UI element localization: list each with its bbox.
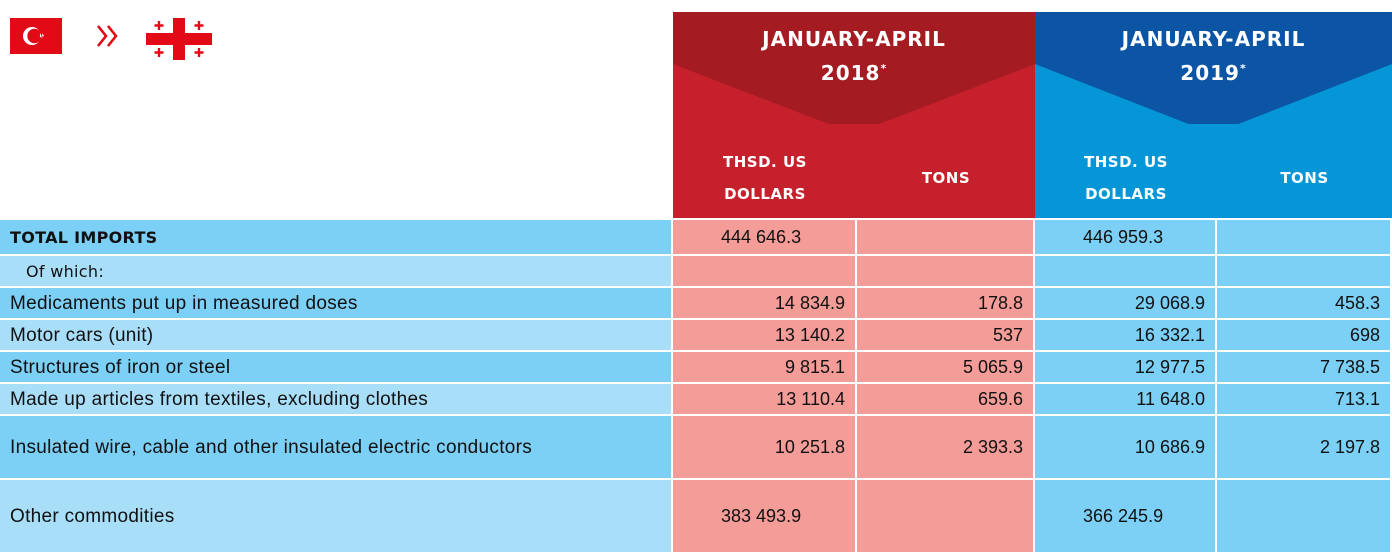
- row-label: Made up articles from textiles, excludin…: [0, 384, 673, 416]
- footnote-mark: *: [1239, 62, 1247, 75]
- value-cell: 10 686.9: [1035, 416, 1217, 480]
- period-header: [673, 12, 1035, 218]
- row-label: Medicaments put up in measured doses: [0, 288, 673, 320]
- value-cell: 366 245.9: [1035, 480, 1217, 554]
- footnote-mark: *: [880, 62, 888, 75]
- value-cell: [673, 256, 857, 288]
- georgia-flag: [146, 18, 212, 60]
- value-cell: 11 648.0: [1035, 384, 1217, 416]
- value-cell: 383 493.9: [673, 480, 857, 554]
- value-cell: 12 977.5: [1035, 352, 1217, 384]
- value-cell: 659.6: [857, 384, 1035, 416]
- value-cell: 10 251.8: [673, 416, 857, 480]
- period-title: JANUARY-APRIL 2019*: [1035, 22, 1392, 92]
- value-cell: 537: [857, 320, 1035, 352]
- value-cell: 5 065.9: [857, 352, 1035, 384]
- column-header: THSD. US DOLLARS: [1084, 153, 1168, 203]
- row-label: Other commodities: [0, 480, 673, 554]
- header-shape: [673, 12, 1035, 124]
- period-year-line: 2018*: [673, 56, 1035, 90]
- value-cell: 7 738.5: [1217, 352, 1392, 384]
- column-header: TONS: [921, 169, 971, 187]
- value-cell: [857, 480, 1035, 554]
- period-label: JANUARY-APRIL: [762, 27, 946, 51]
- column-header: TONS: [1280, 169, 1329, 187]
- row-label: Insulated wire, cable and other insulate…: [0, 416, 673, 480]
- row-label: Of which:: [0, 256, 673, 288]
- row-label: TOTAL IMPORTS: [0, 220, 673, 256]
- period-year: 2018: [820, 61, 881, 85]
- value-cell: 9 815.1: [673, 352, 857, 384]
- period-title: JANUARY-APRIL 2018*: [673, 22, 1035, 92]
- value-cell: [1217, 220, 1392, 256]
- period-label: JANUARY-APRIL: [1121, 27, 1306, 51]
- column-header: THSD. US DOLLARS: [723, 153, 807, 203]
- header-shape: [1035, 12, 1392, 124]
- flags: [10, 18, 212, 60]
- value-cell: 2 197.8: [1217, 416, 1392, 480]
- value-cell: [1217, 480, 1392, 554]
- value-cell: 14 834.9: [673, 288, 857, 320]
- value-cell: 458.3: [1217, 288, 1392, 320]
- value-cell: 13 140.2: [673, 320, 857, 352]
- value-cell: 178.8: [857, 288, 1035, 320]
- value-cell: 446 959.3: [1035, 220, 1217, 256]
- value-cell: 29 068.9: [1035, 288, 1217, 320]
- period-year: 2019: [1180, 61, 1240, 85]
- value-cell: [857, 220, 1035, 256]
- row-label: Motor cars (unit): [0, 320, 673, 352]
- value-cell: 16 332.1: [1035, 320, 1217, 352]
- value-cell: [857, 256, 1035, 288]
- value-cell: [1217, 256, 1392, 288]
- chevrons: [96, 25, 118, 47]
- period-header: [1035, 12, 1392, 218]
- row-label: Structures of iron or steel: [0, 352, 673, 384]
- value-cell: 698: [1217, 320, 1392, 352]
- value-cell: 444 646.3: [673, 220, 857, 256]
- value-cell: [1035, 256, 1217, 288]
- value-cell: 713.1: [1217, 384, 1392, 416]
- value-cell: 13 110.4: [673, 384, 857, 416]
- value-cell: 2 393.3: [857, 416, 1035, 480]
- period-year-line: 2019*: [1035, 56, 1392, 90]
